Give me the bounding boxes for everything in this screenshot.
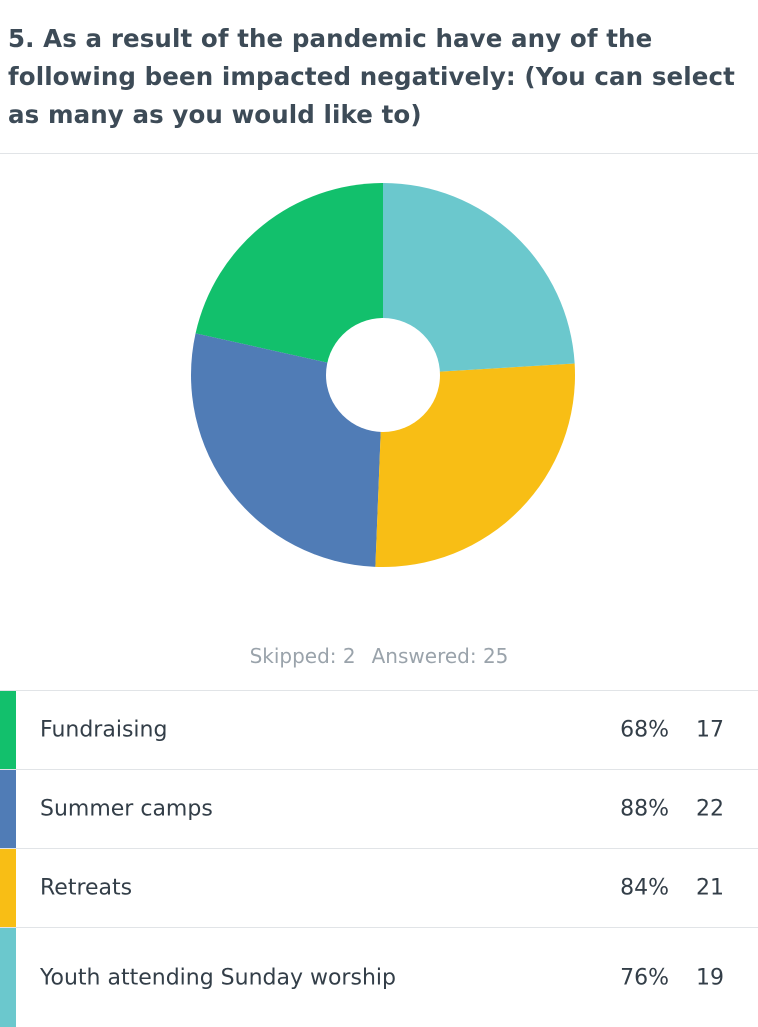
color-swatch bbox=[0, 928, 16, 1027]
skipped-count: Skipped: 2 bbox=[249, 644, 356, 668]
answer-count: 22 bbox=[696, 796, 724, 822]
color-swatch bbox=[0, 770, 16, 848]
donut-chart bbox=[190, 183, 575, 567]
answered-count: Answered: 25 bbox=[371, 644, 509, 668]
answer-label: Summer camps bbox=[40, 796, 213, 822]
answer-percent: 76% bbox=[620, 965, 669, 990]
answer-label: Youth attending Sunday worship bbox=[40, 965, 396, 990]
color-swatch bbox=[0, 691, 16, 769]
pie-slice-fundraising bbox=[195, 183, 383, 375]
pie-slice-youth-attending-sunday-worship bbox=[383, 183, 575, 375]
answer-count: 17 bbox=[696, 717, 724, 743]
answer-row-youth-sunday-worship: Youth attending Sunday worship 76% 19 bbox=[0, 927, 758, 1027]
question-title: 5. As a result of the pandemic have any … bbox=[8, 24, 735, 129]
color-swatch bbox=[0, 849, 16, 927]
answer-row-fundraising: Fundraising 68% 17 bbox=[0, 690, 758, 769]
answer-label: Retreats bbox=[40, 875, 133, 901]
answer-count: 21 bbox=[696, 875, 724, 901]
answer-count: 19 bbox=[696, 965, 724, 990]
answer-row-summer-camps: Summer camps 88% 22 bbox=[0, 769, 758, 848]
title-divider bbox=[0, 153, 758, 154]
answer-percent: 84% bbox=[620, 875, 669, 901]
answer-percent: 68% bbox=[620, 717, 669, 743]
answer-table: Fundraising 68% 17 Summer camps 88% 22 R… bbox=[0, 690, 758, 1027]
answer-percent: 88% bbox=[620, 796, 669, 822]
response-stats: Skipped: 2 Answered: 25 bbox=[0, 640, 758, 672]
answer-row-retreats: Retreats 84% 21 bbox=[0, 848, 758, 927]
answer-label: Fundraising bbox=[40, 717, 168, 743]
donut-hole bbox=[326, 318, 440, 432]
pie-slice-retreats bbox=[375, 363, 575, 567]
